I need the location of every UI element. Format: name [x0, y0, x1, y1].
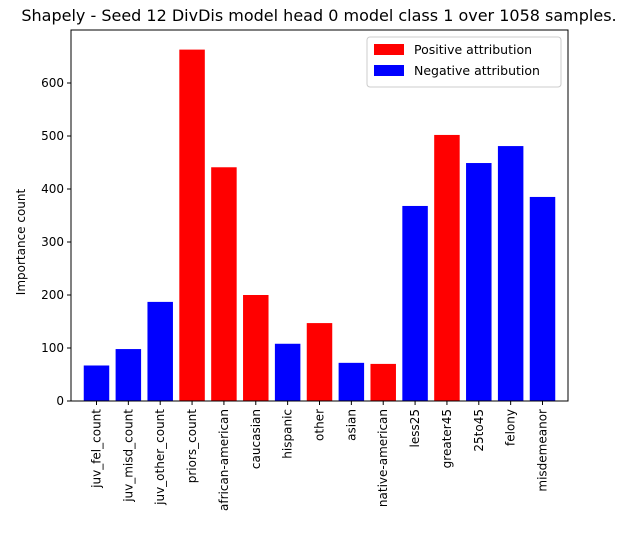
- bar-felony: [497, 146, 524, 401]
- x-tick-label: juv_other_count: [153, 409, 167, 506]
- x-tick-label: felony: [504, 409, 518, 446]
- x-tick-label: juv_fel_count: [89, 409, 103, 489]
- bar-juv_fel_count: [83, 365, 110, 401]
- x-tick-label: caucasian: [249, 409, 263, 469]
- x-tick-label: 25to45: [472, 409, 486, 452]
- legend-label-negative: Negative attribution: [414, 63, 540, 78]
- y-tick-label: 300: [41, 235, 64, 249]
- x-tick-label: juv_misd_count: [121, 409, 135, 503]
- chart-title: Shapely - Seed 12 DivDis model head 0 mo…: [21, 6, 616, 25]
- x-tick-label: hispanic: [281, 409, 295, 459]
- y-tick-label: 100: [41, 341, 64, 355]
- x-tick-label: african-american: [217, 409, 231, 511]
- y-axis-ticks: 0 100 200 300 400 500 600: [41, 76, 71, 408]
- y-tick-label: 500: [41, 129, 64, 143]
- bar-asian: [338, 362, 365, 401]
- x-axis-ticks: juv_fel_count juv_misd_count juv_other_cou…: [89, 401, 550, 511]
- bar-greater45: [434, 134, 460, 401]
- y-tick-label: 600: [41, 76, 64, 90]
- plot-frame: [70, 29, 569, 402]
- bar-misdemeanor: [529, 196, 556, 401]
- x-tick-label: asian: [344, 409, 358, 441]
- bar-juv_other_count: [147, 301, 173, 401]
- bar-caucasian: [243, 295, 269, 401]
- x-tick-label: misdemeanor: [536, 409, 550, 492]
- bar-25to45: [466, 163, 492, 401]
- x-tick-label: priors_count: [185, 409, 199, 484]
- bar-juv_misd_count: [115, 349, 142, 401]
- bars: [83, 49, 556, 402]
- bar-priors_count: [179, 49, 205, 402]
- legend-label-positive: Positive attribution: [414, 42, 532, 57]
- legend-swatch-negative: [374, 65, 404, 76]
- legend: Positive attribution Negative attribution: [366, 36, 562, 88]
- bar-hispanic: [274, 343, 301, 401]
- bar-native-american: [370, 363, 396, 401]
- bar-african-american: [211, 167, 237, 401]
- y-tick-label: 400: [41, 182, 64, 196]
- legend-box: [366, 36, 562, 88]
- x-tick-label: less25: [408, 409, 422, 448]
- y-tick-label: 0: [56, 394, 64, 408]
- y-axis-label: Importance count: [14, 188, 28, 295]
- x-tick-label: native-american: [376, 409, 390, 507]
- legend-swatch-positive: [374, 44, 404, 55]
- bar-other: [306, 323, 333, 401]
- x-tick-label: greater45: [440, 409, 454, 468]
- y-tick-label: 200: [41, 288, 64, 302]
- bar-less25: [402, 205, 428, 401]
- x-tick-label: other: [313, 409, 327, 441]
